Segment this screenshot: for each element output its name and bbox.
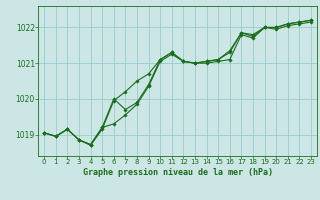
X-axis label: Graphe pression niveau de la mer (hPa): Graphe pression niveau de la mer (hPa) (83, 168, 273, 177)
